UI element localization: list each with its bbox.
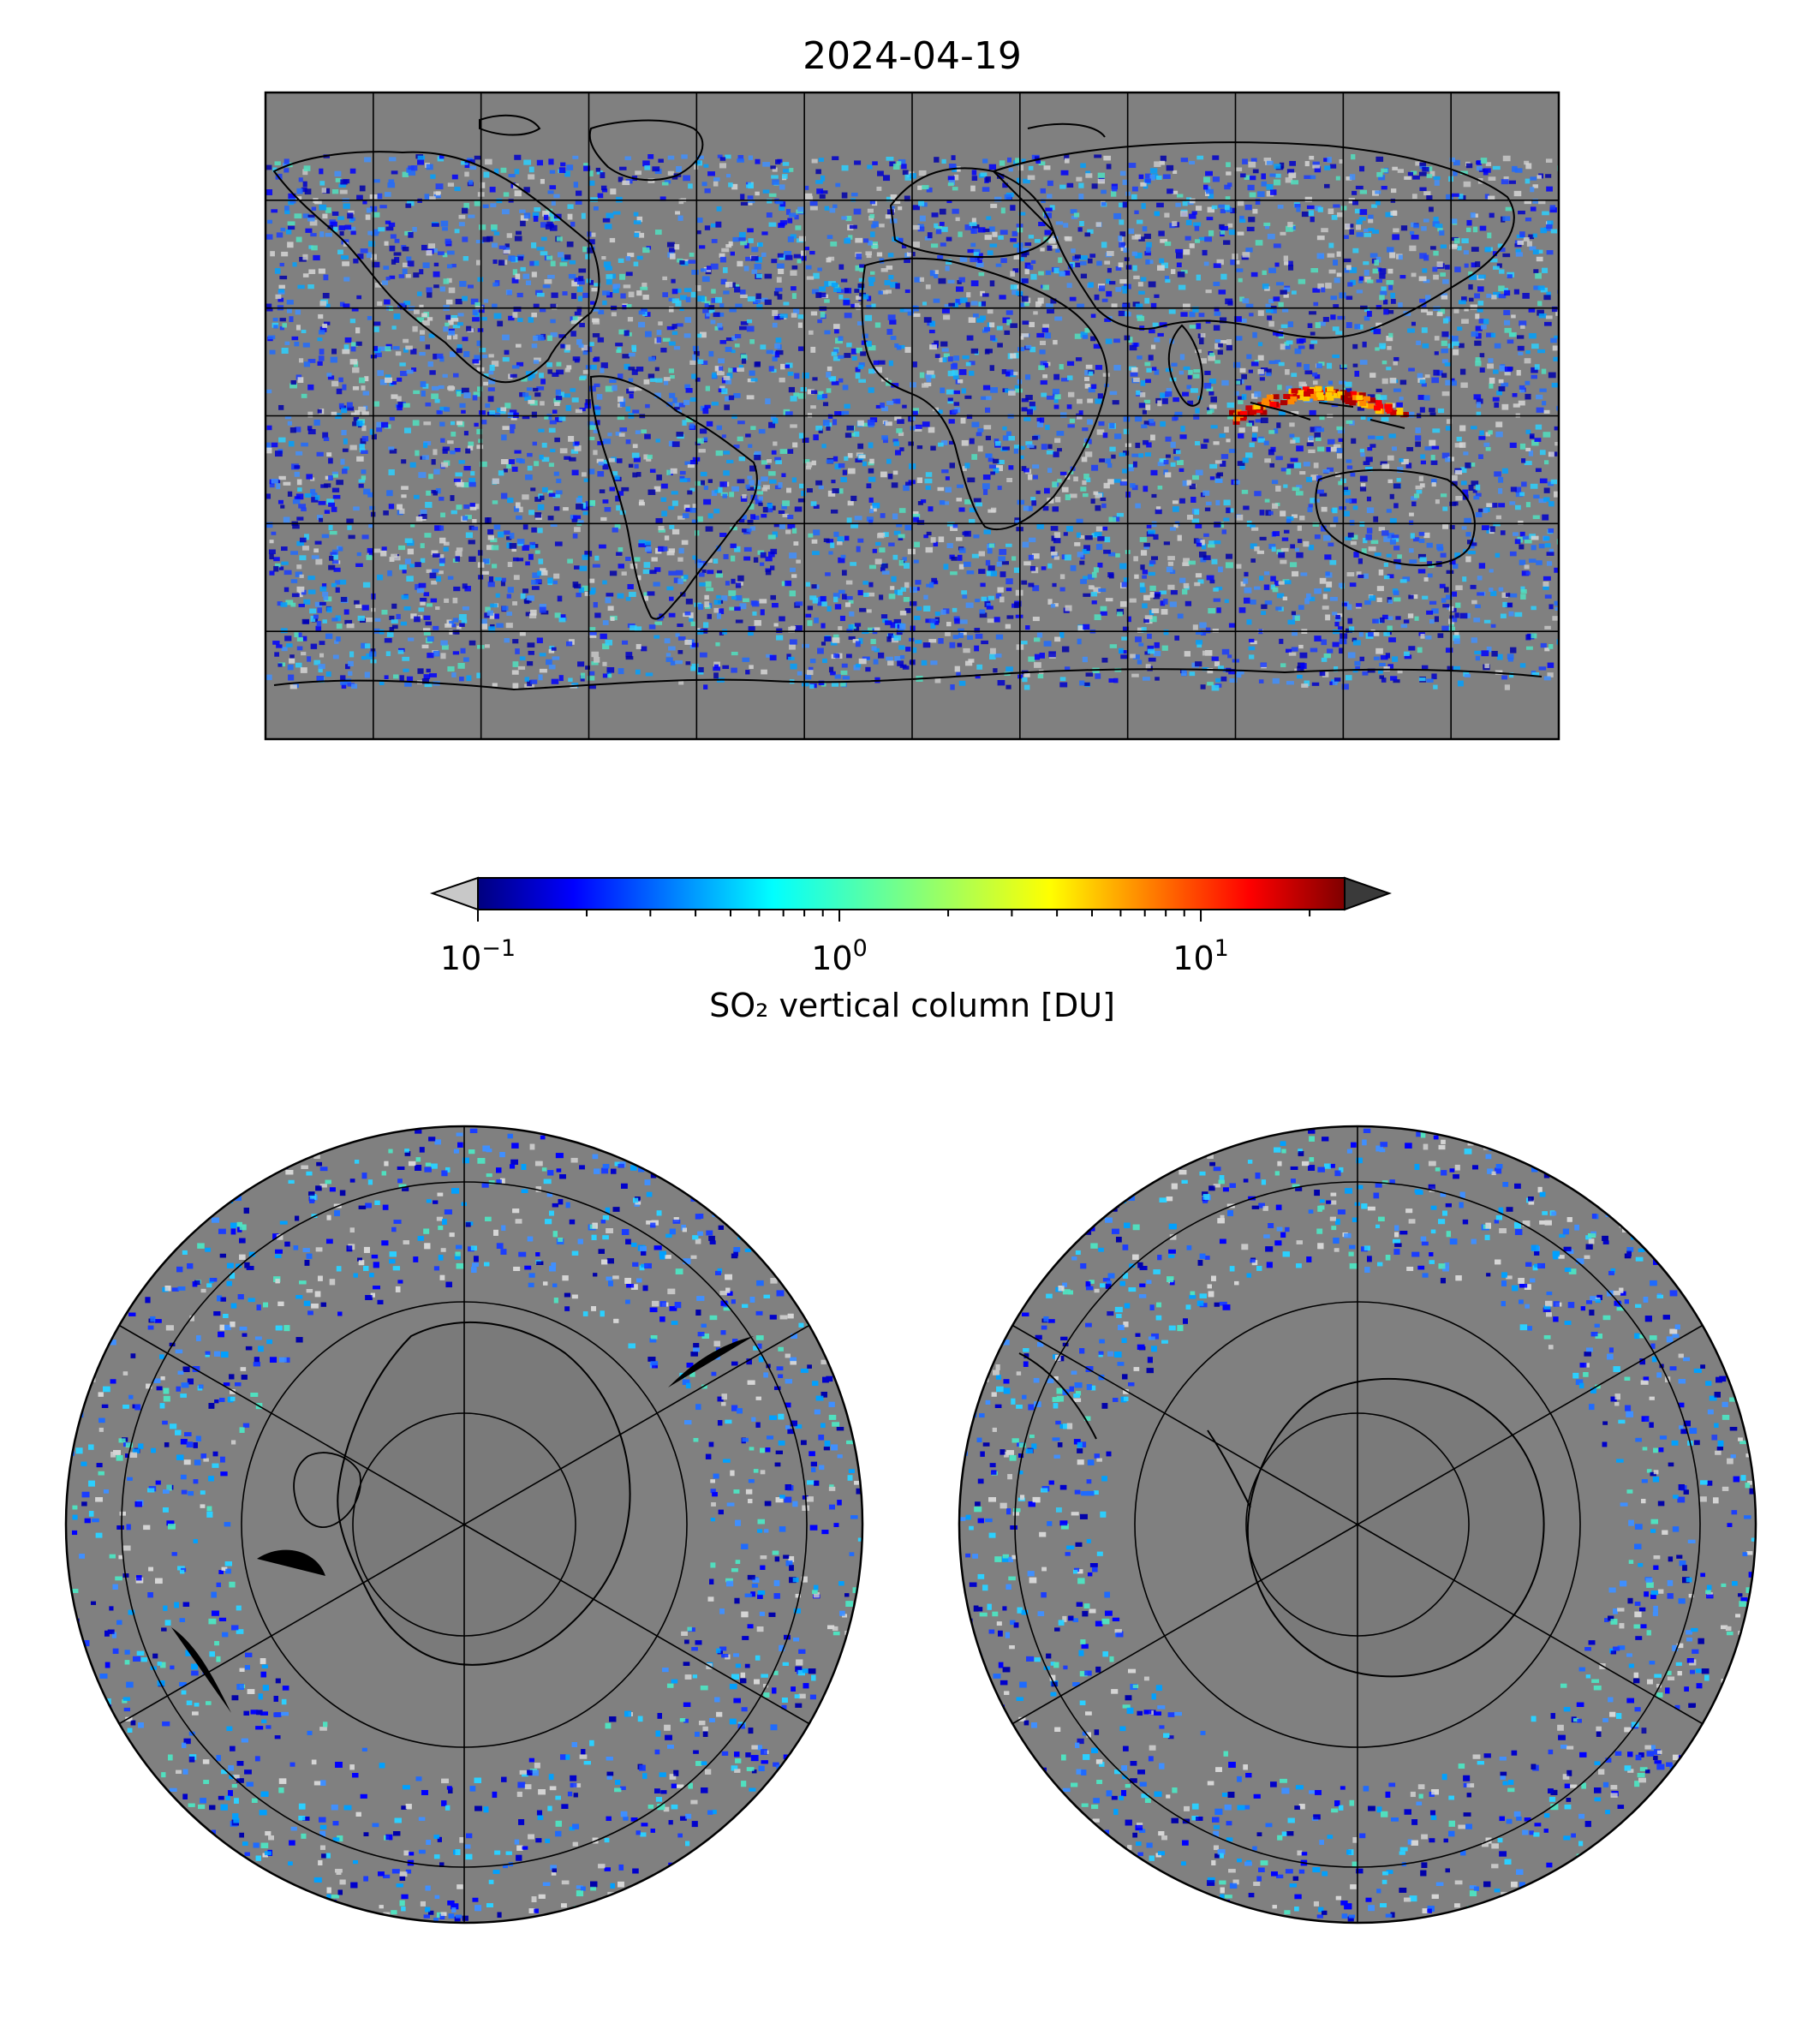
south-polar-frame	[958, 1125, 1757, 1925]
south-polar-land	[1018, 1352, 1545, 1678]
north-polar-so2-field	[66, 1126, 862, 1923]
colorbar-tick-label: 10−1	[440, 935, 516, 977]
colorbar-ticks	[477, 910, 1311, 922]
global-map	[264, 91, 1560, 741]
colorbar-tick-label: 101	[1173, 935, 1229, 977]
colorbar-label: SO₂ vertical column [DU]	[709, 987, 1115, 1024]
polar-meridian	[1357, 1524, 1704, 1725]
south-polar-map	[958, 1125, 1757, 1925]
colorbar-over-extend	[1344, 876, 1392, 911]
global-so2-field	[266, 154, 1559, 691]
south-polar-gridlines	[1011, 1126, 1704, 1923]
polar-meridian	[118, 1324, 465, 1525]
polar-meridian	[463, 1524, 810, 1725]
north-polar-gridlines	[118, 1126, 810, 1923]
colorbar-under-extend	[429, 876, 479, 911]
north-polar-map	[64, 1125, 864, 1925]
global-map-frame	[264, 91, 1560, 741]
north-polar-frame	[64, 1125, 864, 1925]
polar-meridian	[463, 1324, 810, 1525]
colorbar: 10−1 100 101 SO₂ vertical column [DU]	[429, 876, 1392, 1024]
colorbar-tick-labels: 10−1 100 101	[440, 935, 1229, 977]
polar-meridian	[1011, 1324, 1358, 1525]
polar-meridian	[1011, 1524, 1358, 1725]
colorbar-tick-label: 100	[811, 935, 868, 977]
polar-meridian	[118, 1524, 465, 1725]
figure-title: 2024-04-19	[803, 34, 1022, 78]
global-gridlines	[266, 92, 1559, 739]
colorbar-gradient	[477, 877, 1346, 910]
north-polar-land	[171, 1322, 754, 1747]
polar-meridian	[1357, 1324, 1704, 1525]
